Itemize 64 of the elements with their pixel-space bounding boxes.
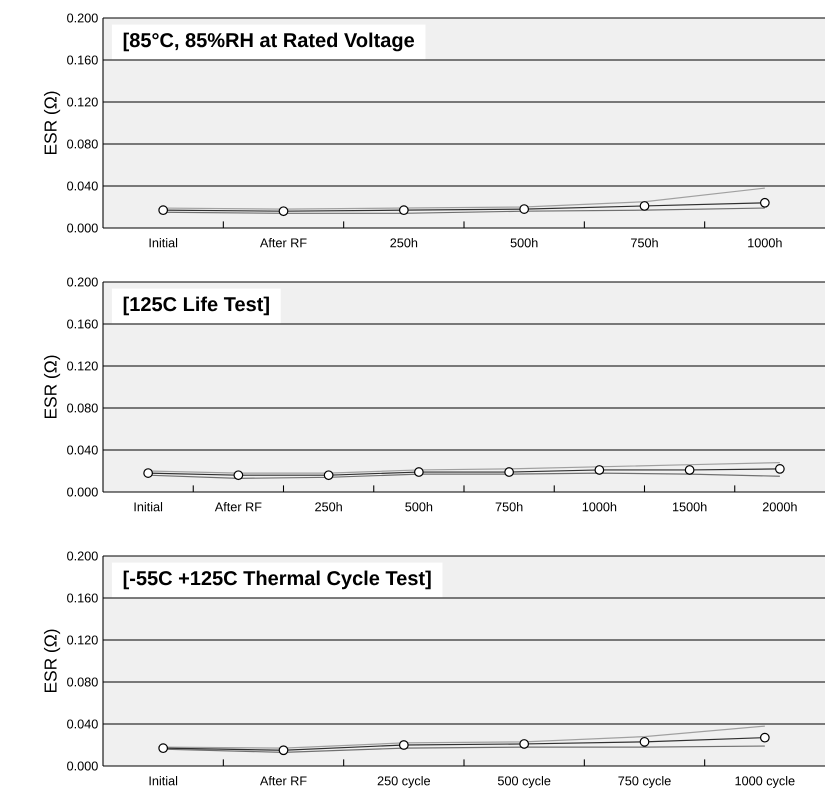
point xyxy=(398,740,409,750)
point xyxy=(760,198,770,208)
x-tick-label: 2000h xyxy=(762,502,797,512)
point xyxy=(398,205,409,216)
point xyxy=(143,468,153,478)
x-tick-label: 1000h xyxy=(582,502,616,512)
y-axis-title: ESR (Ω) xyxy=(44,92,60,154)
x-tick-label: After RF xyxy=(260,776,307,786)
point xyxy=(158,743,168,754)
text: [85°C, 85%RH at Rated Voltage xyxy=(124,32,414,52)
point xyxy=(640,736,650,747)
text: [-55C +125C Thermal Cycle Test] xyxy=(124,570,431,590)
x-tick-label: 750 cycle xyxy=(618,776,671,788)
point xyxy=(760,732,770,743)
point xyxy=(775,464,785,474)
y-tick-label: 0.040 xyxy=(67,182,98,190)
point xyxy=(278,745,288,756)
point xyxy=(278,206,288,216)
point xyxy=(414,467,424,477)
x-tick-label: 500h xyxy=(405,502,432,512)
y-tick-label: 0.080 xyxy=(67,140,98,148)
x-tick-label: 250h xyxy=(390,238,418,248)
point xyxy=(158,205,168,216)
y-tick-label: 0.120 xyxy=(67,636,98,644)
y-tick-label: 0.040 xyxy=(67,446,98,454)
text: [125C Life Test] xyxy=(124,296,269,316)
point xyxy=(324,470,334,480)
y-tick-label: 0.040 xyxy=(67,720,98,728)
x-tick-label: 250 cycle xyxy=(378,776,430,788)
y-tick-label: 0.160 xyxy=(67,56,98,64)
x-tick-label: 750h xyxy=(496,502,522,512)
x-tick-label: 250h xyxy=(315,502,342,512)
x-tick-label: 750h xyxy=(631,238,658,248)
x-tick-label: 500h xyxy=(510,238,538,248)
y-axis-title: ESR (Ω) xyxy=(44,630,60,692)
y-tick-label: 0.080 xyxy=(67,678,98,686)
y-tick-label: 0.000 xyxy=(67,224,98,232)
point xyxy=(684,465,694,475)
y-tick-label: 0.000 xyxy=(67,488,98,496)
y-tick-label: 0.200 xyxy=(67,552,98,560)
point xyxy=(519,739,530,749)
y-tick-label: 0.080 xyxy=(67,404,98,412)
y-tick-label: 0.200 xyxy=(67,14,98,22)
point xyxy=(519,204,530,214)
x-tick-label: Initial xyxy=(150,776,178,786)
point xyxy=(504,467,514,477)
x-tick-label: 1000 cycle xyxy=(736,776,795,788)
x-tick-label: 1500h xyxy=(672,502,706,512)
x-tick-label: After RF xyxy=(260,238,307,248)
y-axis-title: ESR (Ω) xyxy=(44,356,60,418)
y-tick-label: 0.200 xyxy=(67,278,98,286)
x-tick-label: 500 cycle xyxy=(498,776,550,788)
y-tick-label: 0.160 xyxy=(67,594,98,602)
x-tick-label: Initial xyxy=(134,502,162,512)
x-tick-label: After RF xyxy=(214,502,262,512)
y-tick-label: 0.120 xyxy=(67,98,98,106)
y-tick-label: 0.120 xyxy=(67,362,98,370)
point xyxy=(234,470,244,480)
y-tick-label: 0.000 xyxy=(67,762,98,770)
x-tick-label: 1000h xyxy=(748,238,782,248)
point xyxy=(640,201,650,211)
y-tick-label: 0.160 xyxy=(67,320,98,328)
point xyxy=(594,465,604,475)
x-tick-label: Initial xyxy=(150,238,178,248)
